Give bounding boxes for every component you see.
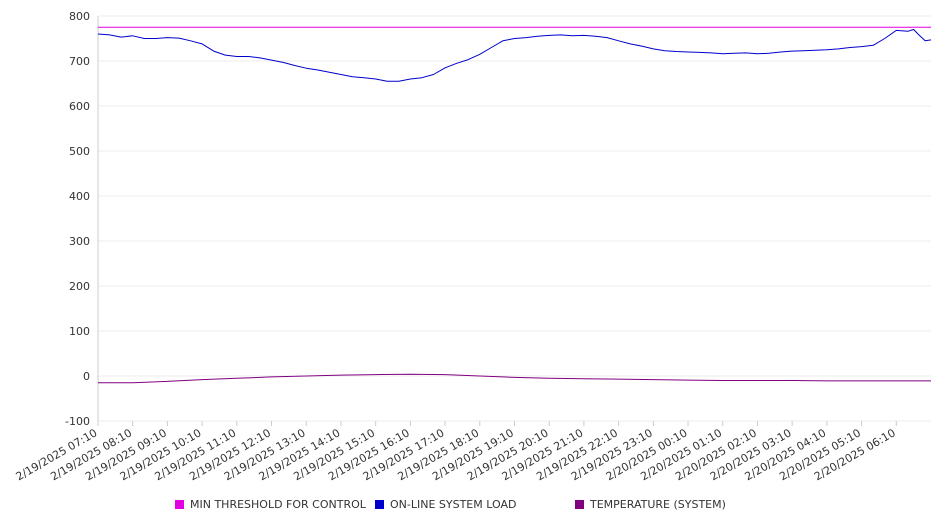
temperature-line bbox=[98, 373, 931, 384]
legend-item-system-load[interactable]: ON-LINE SYSTEM LOAD bbox=[375, 498, 516, 511]
y-tick-label: 300 bbox=[69, 235, 90, 248]
y-tick-label: 400 bbox=[69, 190, 90, 203]
y-tick-label: 500 bbox=[69, 145, 90, 158]
system-load-line bbox=[97, 29, 932, 82]
y-tick-label: 100 bbox=[69, 325, 90, 338]
series-lines bbox=[97, 26, 932, 384]
y-tick-label: 600 bbox=[69, 100, 90, 113]
legend-label-system-load: ON-LINE SYSTEM LOAD bbox=[390, 498, 517, 511]
legend-item-min-threshold[interactable]: MIN THRESHOLD FOR CONTROL bbox=[175, 498, 366, 511]
y-tick-label: 0 bbox=[83, 370, 90, 383]
legend-label-min-threshold: MIN THRESHOLD FOR CONTROL bbox=[190, 498, 366, 511]
y-tick-label: -100 bbox=[65, 415, 90, 428]
x-tick-labels: 2/19/2025 07:102/19/2025 08:102/19/2025 … bbox=[14, 421, 898, 483]
legend-swatch-system-load-icon bbox=[375, 500, 384, 509]
y-tick-label: 200 bbox=[69, 280, 90, 293]
line-chart: 800 700 600 500 400 300 200 100 0 -100 2/19/2025 … bbox=[14, 10, 932, 483]
legend: MIN THRESHOLD FOR CONTROL ON-LINE SYSTEM… bbox=[0, 498, 946, 514]
legend-swatch-temperature-icon bbox=[575, 500, 584, 509]
y-tick-labels: 800 700 600 500 400 300 200 100 0 -100 bbox=[65, 10, 90, 428]
grid-lines bbox=[98, 15, 931, 422]
legend-swatch-min-threshold-icon bbox=[175, 500, 184, 509]
y-tick-label: 700 bbox=[69, 55, 90, 68]
y-tick-label: 800 bbox=[69, 10, 90, 23]
legend-label-temperature: TEMPERATURE (SYSTEM) bbox=[590, 498, 726, 511]
legend-item-temperature[interactable]: TEMPERATURE (SYSTEM) bbox=[575, 498, 726, 511]
